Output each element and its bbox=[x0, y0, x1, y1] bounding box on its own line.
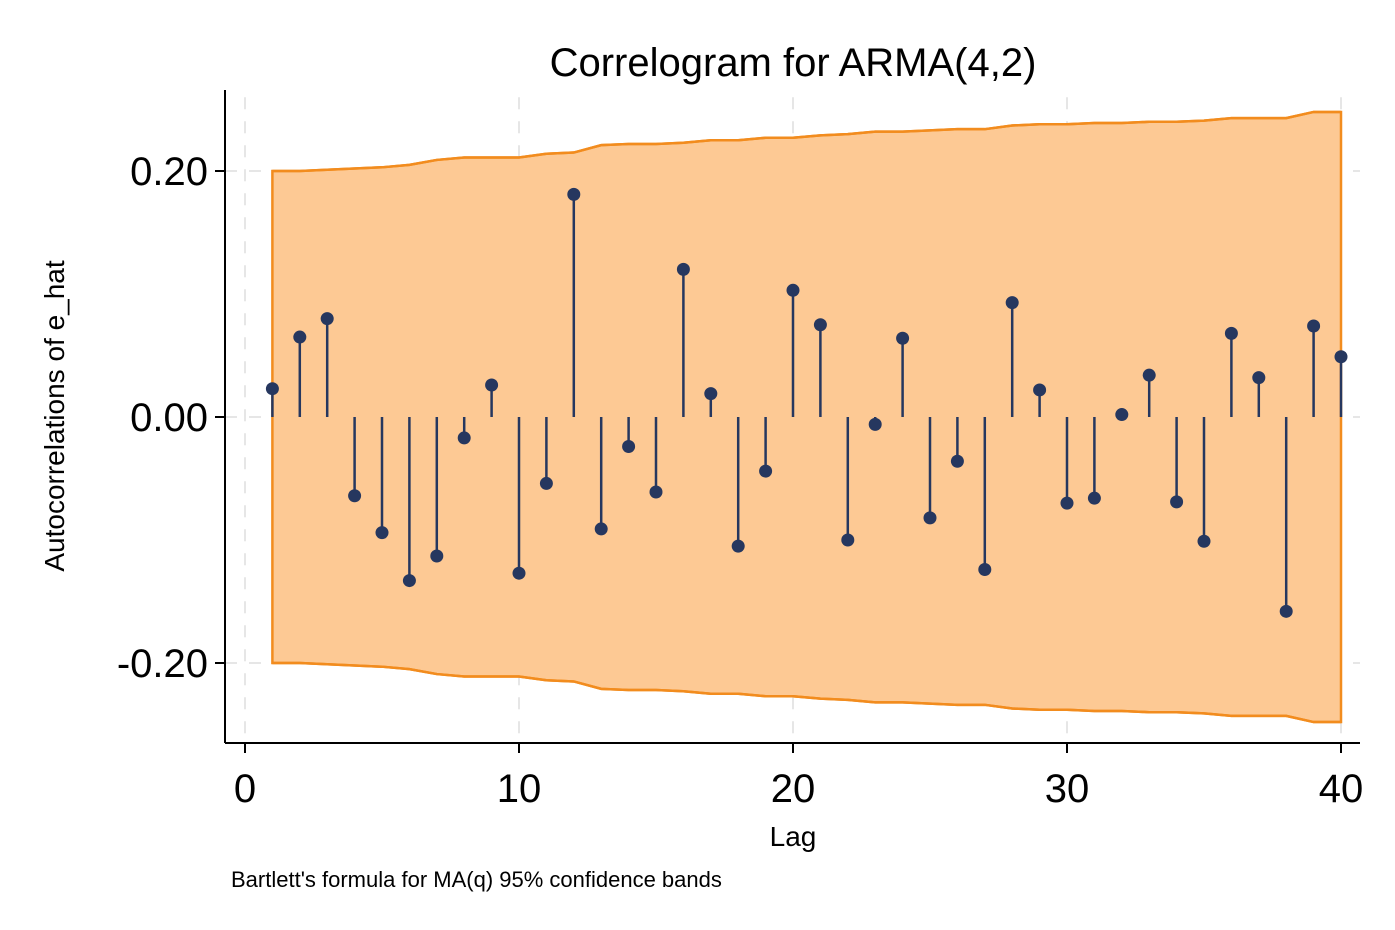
acf-point-lag-24 bbox=[896, 331, 910, 345]
acf-point-lag-13 bbox=[594, 522, 608, 536]
acf-point-lag-22 bbox=[841, 533, 855, 547]
acf-point-lag-40 bbox=[1334, 350, 1348, 364]
acf-point-lag-37 bbox=[1252, 371, 1266, 385]
x-tick-label: 40 bbox=[1319, 767, 1364, 811]
acf-point-lag-6 bbox=[402, 574, 416, 588]
tick-labels: 0 10 20 30 40 -0.20 0.00 0.20 bbox=[117, 150, 1363, 811]
y-axis-label: Autocorrelations of e_hat bbox=[39, 260, 70, 572]
acf-point-lag-2 bbox=[293, 330, 307, 344]
acf-point-lag-31 bbox=[1087, 491, 1101, 505]
acf-point-lag-15 bbox=[649, 485, 663, 499]
acf-point-lag-35 bbox=[1197, 534, 1211, 548]
acf-point-lag-12 bbox=[567, 187, 581, 201]
y-tick-label: 0.00 bbox=[130, 396, 208, 440]
acf-point-lag-30 bbox=[1060, 496, 1074, 510]
chart-note: Bartlett's formula for MA(q) 95% confide… bbox=[231, 867, 722, 892]
x-tick-label: 30 bbox=[1045, 767, 1090, 811]
acf-point-lag-3 bbox=[320, 312, 334, 326]
acf-point-lag-23 bbox=[868, 417, 882, 431]
acf-point-lag-21 bbox=[813, 318, 827, 332]
acf-point-lag-5 bbox=[375, 526, 389, 540]
acf-point-lag-34 bbox=[1170, 495, 1184, 509]
acf-point-lag-7 bbox=[430, 549, 444, 563]
confidence-band-upper bbox=[272, 110, 1341, 173]
acf-point-lag-14 bbox=[622, 440, 636, 454]
y-tick-label: 0.20 bbox=[130, 150, 208, 194]
acf-point-lag-39 bbox=[1307, 319, 1321, 333]
acf-point-lag-8 bbox=[457, 431, 471, 445]
acf-point-lag-18 bbox=[731, 539, 745, 553]
acf-point-lag-20 bbox=[786, 283, 800, 297]
acf-point-lag-29 bbox=[1033, 383, 1047, 397]
confidence-band-area bbox=[271, 110, 1343, 724]
acf-point-lag-38 bbox=[1279, 604, 1293, 618]
acf-point-lag-26 bbox=[950, 454, 964, 468]
chart-title: Correlogram for ARMA(4,2) bbox=[550, 41, 1037, 85]
acf-point-lag-16 bbox=[676, 262, 690, 276]
confidence-band-lower bbox=[272, 661, 1341, 724]
acf-point-lag-33 bbox=[1142, 368, 1156, 382]
acf-point-lag-36 bbox=[1224, 326, 1238, 340]
acf-stems bbox=[265, 187, 1348, 618]
x-axis-label: Lag bbox=[770, 821, 817, 852]
acf-point-lag-10 bbox=[512, 566, 526, 580]
acf-point-lag-1 bbox=[265, 382, 279, 396]
x-tick-label: 20 bbox=[771, 767, 816, 811]
acf-point-lag-19 bbox=[759, 464, 773, 478]
x-tick-label: 10 bbox=[497, 767, 542, 811]
acf-point-lag-28 bbox=[1005, 296, 1019, 310]
acf-point-lag-17 bbox=[704, 387, 718, 401]
acf-point-lag-32 bbox=[1115, 408, 1129, 422]
x-tick-label: 0 bbox=[234, 767, 256, 811]
confidence-band bbox=[271, 110, 1343, 724]
acf-point-lag-11 bbox=[539, 476, 553, 490]
acf-point-lag-27 bbox=[978, 563, 992, 577]
acf-point-lag-25 bbox=[923, 511, 937, 525]
acf-point-lag-4 bbox=[348, 489, 362, 503]
acf-point-lag-9 bbox=[485, 378, 499, 392]
y-tick-label: -0.20 bbox=[117, 642, 208, 686]
